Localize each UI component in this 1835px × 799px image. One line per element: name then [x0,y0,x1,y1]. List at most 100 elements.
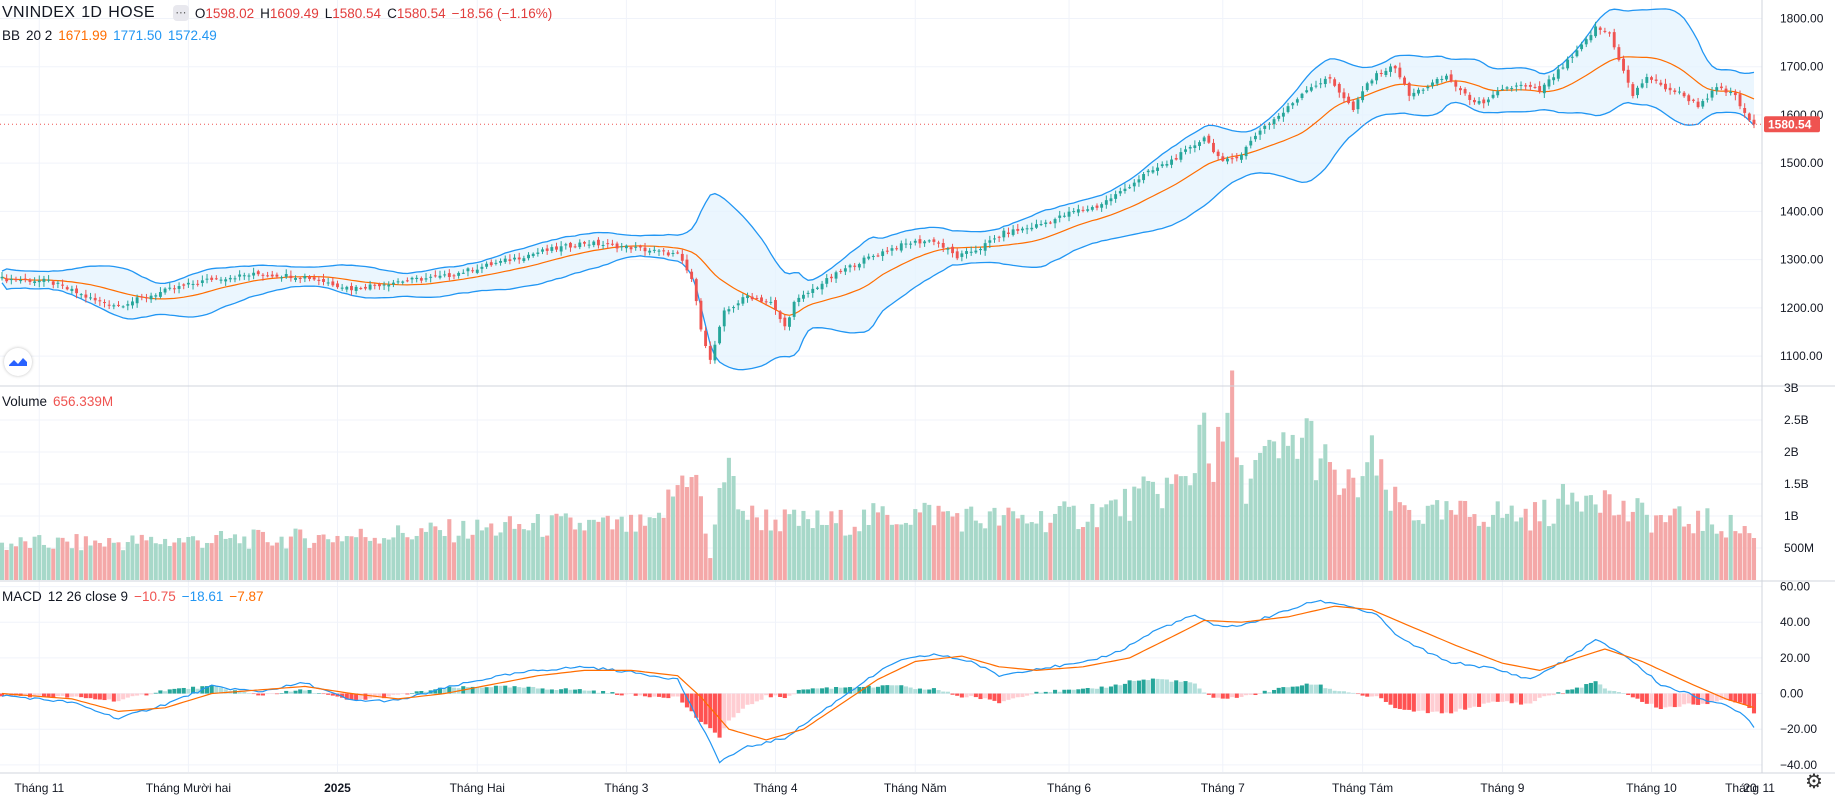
volume-bar[interactable] [1127,520,1132,580]
volume-bar[interactable] [997,525,1002,580]
macd-histogram-bar[interactable] [1546,693,1552,696]
candle[interactable] [1067,206,1071,222]
candle[interactable] [1128,184,1132,189]
candle[interactable] [135,294,139,308]
volume-bar[interactable] [969,506,974,580]
macd-histogram-bar[interactable] [619,693,624,696]
macd-histogram-bar[interactable] [1146,680,1151,694]
volume-bar[interactable] [1281,432,1286,580]
macd-histogram-bar[interactable] [624,693,629,695]
candle[interactable] [1314,80,1318,89]
macd-histogram-bar[interactable] [55,693,60,697]
macd-histogram-bar[interactable] [186,688,191,694]
candle[interactable] [14,276,18,283]
macd-histogram-bar[interactable] [824,687,829,694]
volume-bar[interactable] [973,520,978,580]
macd-histogram-bar[interactable] [1668,693,1673,707]
volume-bar[interactable] [629,514,634,580]
macd-histogram-bar[interactable] [591,690,596,694]
macd-histogram-bar[interactable] [93,693,98,700]
candle[interactable] [126,300,130,311]
candle[interactable] [438,270,442,280]
candle[interactable] [1733,89,1737,101]
candle[interactable] [401,280,405,285]
volume-bar[interactable] [698,496,703,580]
macd-histogram-bar[interactable] [1178,681,1183,694]
macd-histogram-bar[interactable] [810,688,815,694]
candle[interactable] [503,255,507,264]
macd-histogram-bar[interactable] [1239,693,1244,697]
candle[interactable] [764,298,768,306]
candle[interactable] [214,275,218,281]
volume-bar[interactable] [666,489,671,580]
volume-bar[interactable] [843,535,848,580]
candle[interactable] [405,277,409,283]
candle[interactable] [694,277,698,306]
macd-histogram-bar[interactable] [1015,693,1020,698]
candle[interactable] [1431,79,1434,89]
candle[interactable] [1109,193,1113,206]
macd-histogram-bar[interactable] [1244,693,1249,696]
volume-bar[interactable] [32,536,37,580]
volume-bar[interactable] [810,528,815,580]
volume-bar[interactable] [573,529,578,580]
volume-bar[interactable] [41,544,46,580]
macd-histogram-bar[interactable] [396,693,401,695]
candle[interactable] [1011,225,1015,237]
volume-bar[interactable] [1295,458,1300,580]
macd-histogram-bar[interactable] [945,691,950,694]
volume-bar[interactable] [820,524,825,580]
macd-histogram-bar[interactable] [526,686,531,694]
candle[interactable] [1198,140,1201,151]
candle[interactable] [955,248,959,261]
volume-bar[interactable] [806,519,811,580]
candle[interactable] [419,276,423,284]
candle[interactable] [28,278,32,285]
macd-histogram-bar[interactable] [535,688,540,694]
volume-bar[interactable] [260,531,265,580]
macd-histogram-bar[interactable] [423,691,429,694]
volume-bar[interactable] [1467,516,1472,580]
macd-histogram-bar[interactable] [1132,680,1137,694]
candle[interactable] [1007,227,1010,238]
volume-bar[interactable] [568,517,573,580]
volume-bar[interactable] [1644,514,1649,580]
macd-histogram-bar[interactable] [1658,693,1663,710]
candle[interactable] [876,253,880,258]
macd-histogram-bar[interactable] [997,693,1002,704]
candle[interactable] [965,248,968,259]
volume-bar[interactable] [605,515,610,580]
candle[interactable] [927,239,931,243]
candle[interactable] [1743,103,1747,118]
interval-label[interactable]: 1D [81,4,103,21]
macd-histogram-bar[interactable] [107,693,112,700]
macd-histogram-bar[interactable] [1672,693,1677,708]
volume-bar[interactable] [451,542,457,580]
macd-histogram-bar[interactable] [256,693,261,696]
candle[interactable] [61,279,65,289]
macd-histogram-bar[interactable] [181,687,186,694]
macd-histogram-bar[interactable] [1495,693,1500,702]
macd-histogram-bar[interactable] [610,692,615,694]
volume-bar[interactable] [293,528,298,580]
settings-gear-icon[interactable]: ⚙ [1805,771,1823,793]
macd-histogram-bar[interactable] [451,687,457,694]
candle[interactable] [1678,86,1681,95]
macd-histogram-bar[interactable] [158,690,163,694]
volume-bar[interactable] [861,509,867,580]
volume-bar[interactable] [824,525,829,580]
macd-histogram-bar[interactable] [1570,689,1575,694]
macd-histogram-bar[interactable] [400,693,405,695]
volume-bar[interactable] [1248,478,1253,580]
volume-bar[interactable] [1658,515,1663,580]
candle[interactable] [158,287,162,299]
candle[interactable] [1240,152,1243,163]
candle[interactable] [573,243,577,249]
bollinger-legend[interactable]: BB 20 2 1671.99 1771.50 1572.49 [2,28,223,43]
macd-histogram-bar[interactable] [1696,693,1701,705]
macd-histogram-bar[interactable] [577,689,582,694]
candle[interactable] [471,267,475,274]
macd-histogram-bar[interactable] [815,688,820,694]
volume-bar[interactable] [1080,527,1086,580]
